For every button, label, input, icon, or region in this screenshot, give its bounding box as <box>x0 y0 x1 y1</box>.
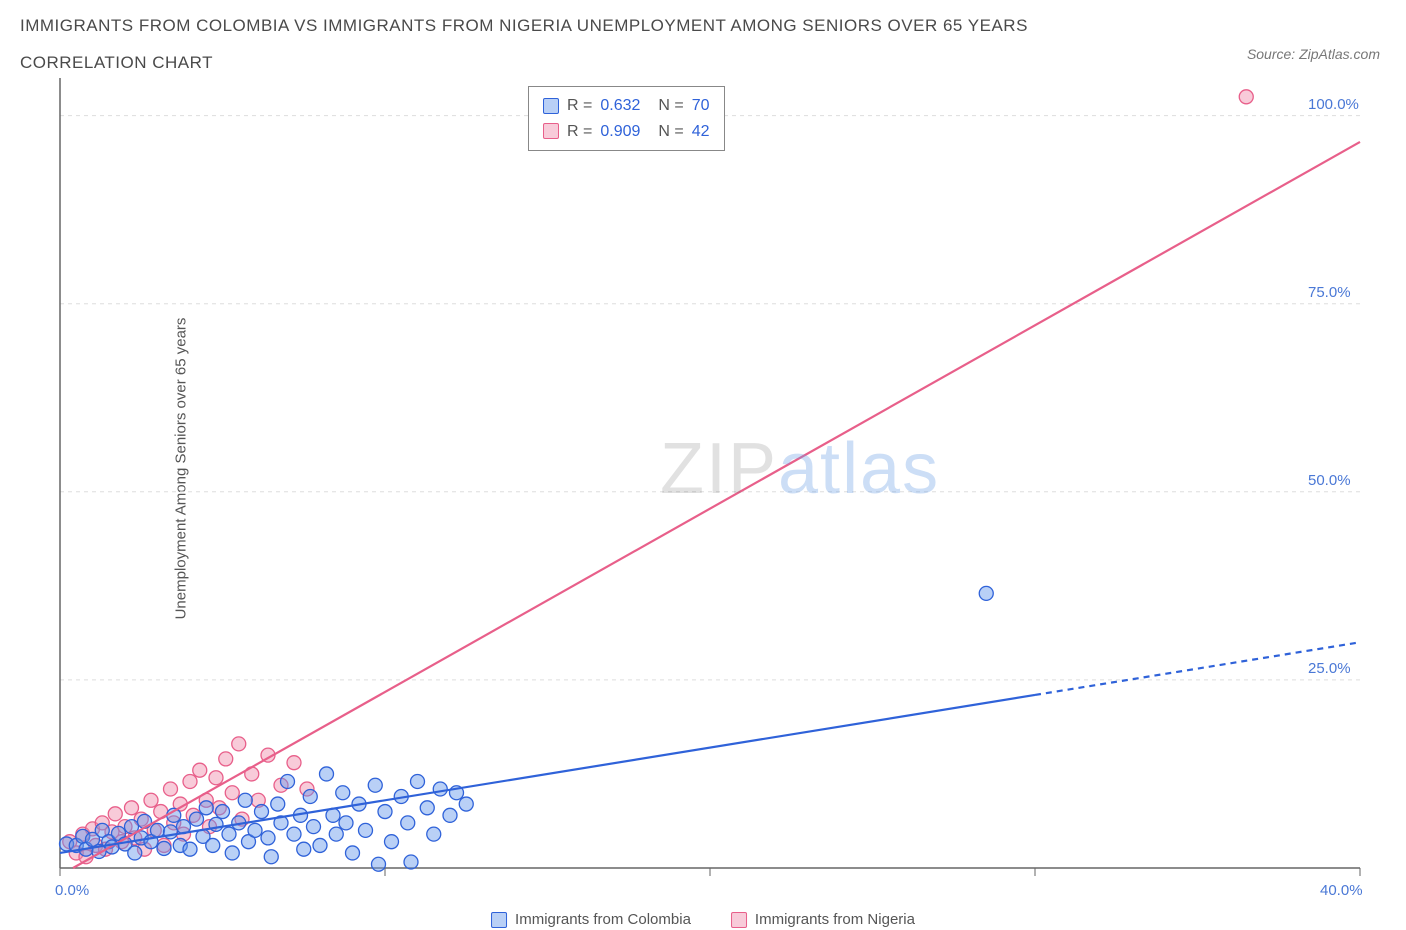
y-tick-label: 75.0% <box>1308 284 1351 301</box>
scatter-chart-svg <box>0 78 1406 930</box>
y-tick-label: 25.0% <box>1308 660 1351 677</box>
chart-header: IMMIGRANTS FROM COLOMBIA VS IMMIGRANTS F… <box>20 12 1386 76</box>
y-tick-label: 100.0% <box>1308 96 1359 113</box>
y-tick-label: 50.0% <box>1308 472 1351 489</box>
swatch-nigeria-icon <box>543 123 559 139</box>
chart-title-line2: CORRELATION CHART <box>20 49 1386 76</box>
x-tick-label: 0.0% <box>55 882 89 899</box>
legend-item-colombia: Immigrants from Colombia <box>491 911 691 928</box>
swatch-colombia-icon <box>491 912 507 928</box>
plot-area: ZIPatlas R = 0.632 N = 70 R = 0.909 N = … <box>0 78 1406 930</box>
chart-title-line1: IMMIGRANTS FROM COLOMBIA VS IMMIGRANTS F… <box>20 12 1386 39</box>
source-attribution: Source: ZipAtlas.com <box>1247 46 1380 62</box>
legend-label-colombia: Immigrants from Colombia <box>515 911 691 928</box>
bottom-legend: Immigrants from Colombia Immigrants from… <box>491 911 915 928</box>
legend-item-nigeria: Immigrants from Nigeria <box>731 911 915 928</box>
swatch-nigeria-icon <box>731 912 747 928</box>
x-tick-label: 40.0% <box>1320 882 1363 899</box>
stats-row-colombia: R = 0.632 N = 70 <box>543 93 710 119</box>
legend-label-nigeria: Immigrants from Nigeria <box>755 911 915 928</box>
swatch-colombia-icon <box>543 98 559 114</box>
stats-row-nigeria: R = 0.909 N = 42 <box>543 119 710 145</box>
stats-legend-box: R = 0.632 N = 70 R = 0.909 N = 42 <box>528 86 725 151</box>
